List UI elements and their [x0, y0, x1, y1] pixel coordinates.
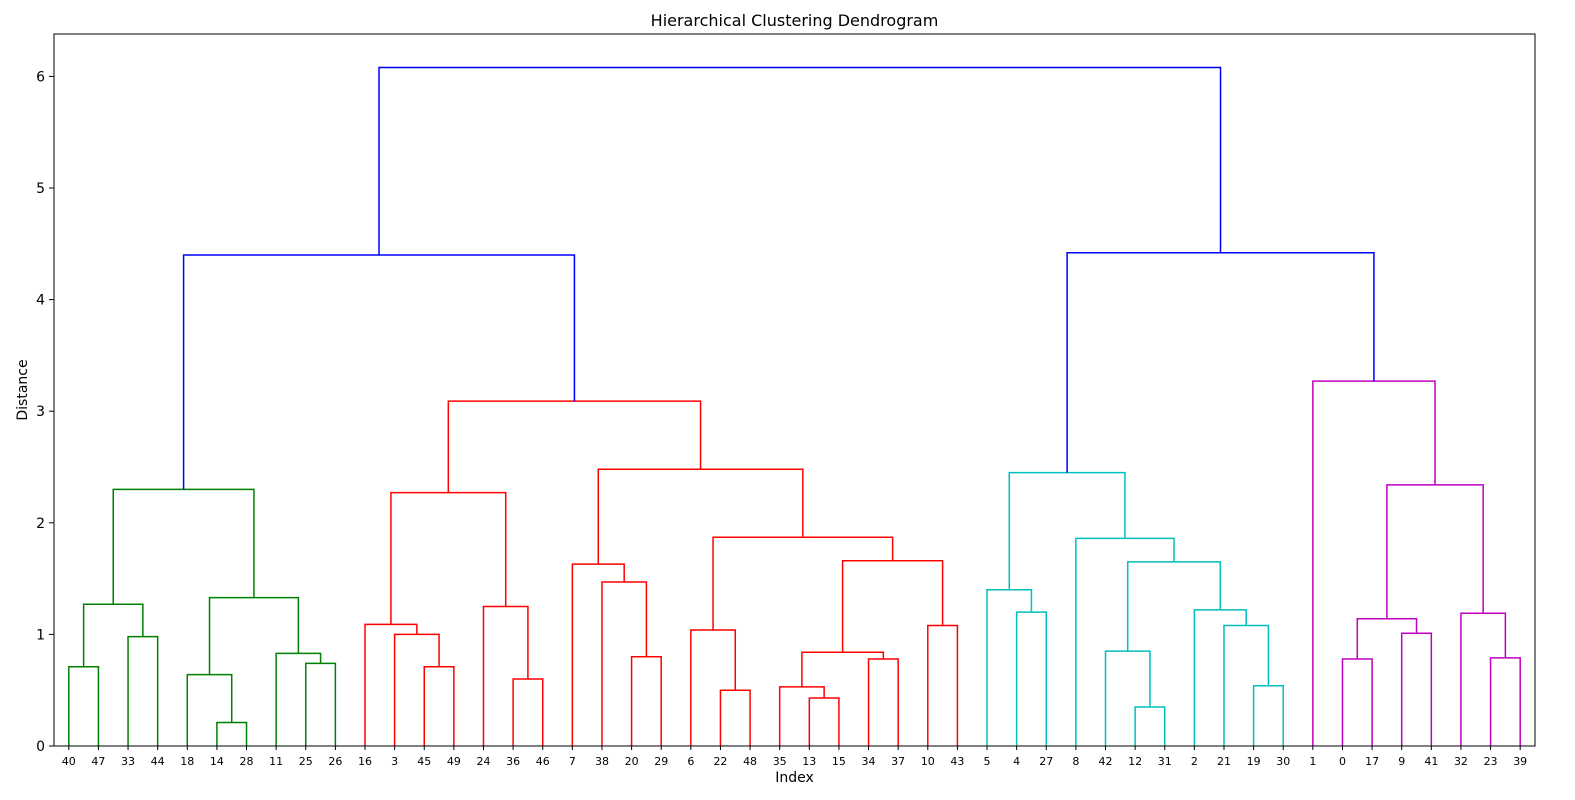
y-axis-label: Distance [15, 359, 31, 420]
y-tick-label: 0 [36, 739, 45, 755]
leaf-label: 37 [891, 755, 905, 768]
leaf-label: 45 [417, 755, 431, 768]
y-tick-label: 1 [36, 627, 45, 643]
leaf-label: 0 [1339, 755, 1346, 768]
leaf-label: 20 [625, 755, 639, 768]
leaf-label: 46 [536, 755, 550, 768]
leaf-label: 18 [180, 755, 194, 768]
y-axis-ticks: 0 1 2 3 4 5 6 [36, 69, 54, 755]
leaf-label: 31 [1158, 755, 1172, 768]
leaf-label: 23 [1484, 755, 1498, 768]
leaf-label: 12 [1128, 755, 1142, 768]
leaf-label: 29 [654, 755, 668, 768]
leaf-label: 41 [1424, 755, 1438, 768]
leaf-label: 11 [269, 755, 283, 768]
leaf-label: 36 [506, 755, 520, 768]
leaf-label: 4 [1013, 755, 1020, 768]
leaf-label: 39 [1513, 755, 1527, 768]
leaf-label: 21 [1217, 755, 1231, 768]
y-tick-label: 6 [36, 69, 45, 85]
dendrogram-links [68, 66, 1521, 746]
leaf-label: 28 [240, 755, 254, 768]
x-axis-label: Index [775, 770, 814, 786]
leaf-label: 9 [1398, 755, 1405, 768]
leaf-label: 19 [1247, 755, 1261, 768]
leaf-label: 8 [1072, 755, 1079, 768]
leaf-label: 2 [1191, 755, 1198, 768]
leaf-label: 42 [1099, 755, 1113, 768]
leaf-label: 49 [447, 755, 461, 768]
leaf-label: 44 [151, 755, 165, 768]
leaf-label: 13 [802, 755, 816, 768]
leaf-label: 24 [476, 755, 490, 768]
leaf-label: 17 [1365, 755, 1379, 768]
dendrogram-link-48 [378, 66, 1222, 255]
leaf-label: 43 [950, 755, 964, 768]
leaf-label: 30 [1276, 755, 1290, 768]
leaf-label: 3 [391, 755, 398, 768]
y-tick-label: 4 [36, 293, 45, 309]
leaf-label: 33 [121, 755, 135, 768]
leaf-label: 7 [569, 755, 576, 768]
leaf-label: 47 [91, 755, 105, 768]
x-axis-ticks: 40 47 33 44 18 14 28 11 25 26 16 3 45 49 24 36 46 7 38 20 29… [62, 746, 1527, 768]
chart-title: Hierarchical Clustering Dendrogram [651, 11, 939, 30]
leaf-label: 48 [743, 755, 757, 768]
leaf-label: 6 [687, 755, 694, 768]
leaf-label: 26 [328, 755, 342, 768]
leaf-label: 40 [62, 755, 76, 768]
y-tick-label: 5 [36, 181, 45, 197]
leaf-label: 38 [595, 755, 609, 768]
leaf-label: 27 [1039, 755, 1053, 768]
leaf-label: 10 [921, 755, 935, 768]
leaf-label: 32 [1454, 755, 1468, 768]
plot-area-frame [53, 33, 1536, 747]
y-tick-label: 2 [36, 516, 45, 532]
leaf-label: 15 [832, 755, 846, 768]
leaf-label: 14 [210, 755, 224, 768]
y-tick-label: 3 [36, 404, 45, 420]
leaf-label: 35 [773, 755, 787, 768]
leaf-label: 5 [984, 755, 991, 768]
leaf-label: 16 [358, 755, 372, 768]
leaf-label: 22 [713, 755, 727, 768]
leaf-label: 25 [299, 755, 313, 768]
leaf-label: 1 [1309, 755, 1316, 768]
leaf-label: 34 [862, 755, 876, 768]
